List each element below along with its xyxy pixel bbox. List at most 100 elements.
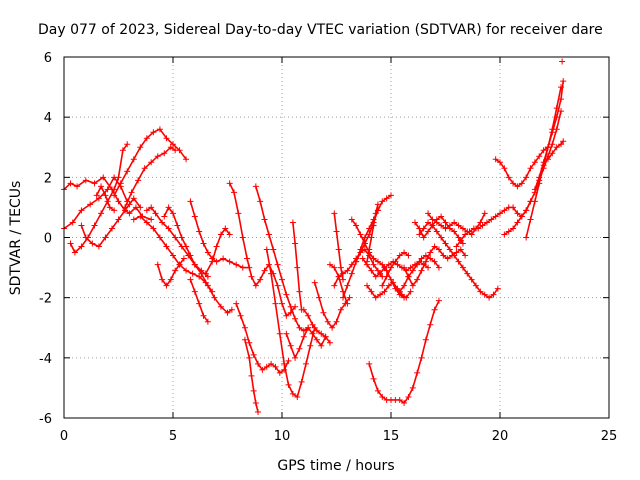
data-point [148,204,155,211]
data-point [246,339,253,346]
data-point [414,369,421,376]
data-point [202,270,209,277]
series-trace [204,227,231,275]
data-point [180,255,187,262]
data-point [296,324,303,331]
data-point [318,330,325,337]
data-point [222,225,229,232]
data-point [416,231,423,238]
data-point [274,282,281,289]
data-point [353,222,360,229]
data-point [372,294,379,301]
data-point [505,228,512,235]
data-point [405,273,412,280]
data-point [141,165,148,172]
data-point [126,210,133,217]
data-point [385,261,392,268]
data-point [433,219,440,226]
data-point [346,294,353,301]
data-point [374,258,381,265]
data-point [200,240,207,247]
data-point [244,255,251,262]
data-point [74,183,81,190]
data-point [468,276,475,283]
y-tick-label: 6 [44,51,52,66]
data-point [364,258,371,265]
data-point [143,219,150,226]
y-tick-label: -2 [39,292,52,307]
data-point [435,246,442,253]
data-point [326,261,333,268]
series-trace [189,200,251,269]
data-point [510,204,517,211]
data-series-arc-21 [289,219,305,313]
data-point [257,198,264,205]
data-point [514,183,521,190]
x-axis-label: GPS time / hours [277,458,394,474]
data-point [270,246,277,253]
data-series-arc-37 [411,213,466,247]
data-point [559,58,566,65]
data-point [558,96,565,103]
data-point [340,270,347,277]
data-point [69,219,76,226]
data-point [379,198,386,205]
data-point [483,219,490,226]
data-point [420,225,427,232]
data-point [466,228,473,235]
data-point [411,219,418,226]
data-series-arc-12 [187,198,253,271]
data-point [102,234,109,241]
data-point [183,156,190,163]
y-axis-label: SDTVAR / TECUs [8,181,24,296]
data-point [560,78,567,85]
data-series-arc-44 [531,78,567,193]
data-point [420,234,427,241]
data-point [340,294,347,301]
data-point [396,396,403,403]
data-point [231,189,238,196]
series-trace [455,200,532,248]
data-point [374,267,381,274]
data-point [305,312,312,319]
data-point [183,243,190,250]
data-point [224,309,231,316]
data-point [414,276,421,283]
data-point [348,216,355,223]
data-point [95,243,102,250]
data-point [438,222,445,229]
data-point [259,366,266,373]
data-point [300,306,307,313]
data-point [313,336,320,343]
data-point [409,384,416,391]
data-point [126,201,133,208]
data-series-arc-35 [396,252,442,295]
data-point [486,294,493,301]
data-point [488,216,495,223]
data-point [431,258,438,265]
data-point [359,255,366,262]
data-point [405,393,412,400]
data-point [427,255,434,262]
data-point [518,180,525,187]
data-point [510,180,517,187]
data-point [176,261,183,268]
data-point [335,273,342,280]
data-point [329,324,336,331]
data-point [337,306,344,313]
data-point [501,165,508,172]
data-point [292,315,299,322]
data-point [172,234,179,241]
data-point [285,357,292,364]
data-point [518,213,525,220]
data-point [268,270,275,277]
data-point [196,228,203,235]
data-point [174,222,181,229]
data-point [150,129,157,136]
data-point [183,267,190,274]
data-series-arc-13 [187,276,211,325]
data-point [226,180,233,187]
data-point [217,303,224,310]
data-point [422,258,429,265]
data-series-arc-24 [326,261,351,307]
